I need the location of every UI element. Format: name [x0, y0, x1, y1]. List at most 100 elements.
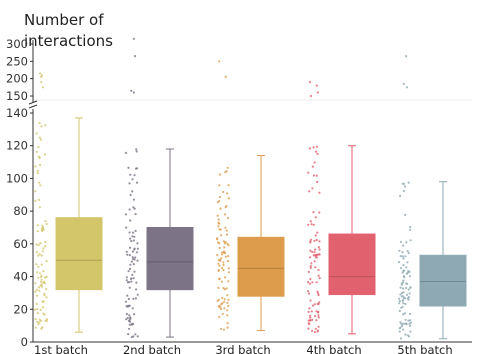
data-point: [406, 271, 409, 274]
data-point: [226, 322, 229, 325]
data-point: [310, 223, 313, 226]
data-point: [134, 333, 137, 336]
data-point: [39, 284, 42, 287]
data-point: [45, 296, 48, 299]
data-point: [318, 277, 321, 280]
data-point: [130, 277, 133, 280]
data-point: [312, 174, 316, 177]
data-point: [217, 241, 220, 244]
data-point: [37, 243, 40, 246]
data-point: [220, 257, 223, 260]
data-point: [226, 326, 229, 329]
data-point: [314, 253, 318, 257]
data-point: [404, 185, 407, 188]
data-point: [316, 292, 320, 295]
data-point: [45, 318, 49, 321]
data-point: [38, 206, 42, 209]
data-point: [38, 198, 41, 201]
data-point: [317, 253, 321, 256]
data-point: [34, 290, 37, 293]
data-point: [129, 237, 132, 240]
data-point: [128, 318, 131, 321]
outlier-point: [218, 60, 221, 63]
data-point: [316, 329, 320, 332]
box-4: [328, 233, 376, 296]
data-point: [216, 201, 219, 204]
data-point: [307, 292, 311, 295]
data-point: [127, 333, 130, 336]
data-point: [226, 259, 230, 263]
data-point: [311, 304, 315, 307]
data-point: [317, 314, 320, 317]
data-point: [132, 239, 135, 242]
data-point: [402, 313, 405, 316]
data-point: [408, 292, 411, 295]
data-point: [401, 299, 404, 302]
data-point: [220, 280, 223, 283]
data-point: [133, 174, 136, 177]
data-point: [40, 263, 43, 266]
data-point: [135, 150, 138, 153]
data-point: [35, 302, 38, 306]
data-point: [318, 301, 321, 304]
data-point: [134, 213, 137, 216]
data-point: [44, 245, 47, 248]
data-point: [126, 253, 129, 256]
data-point: [129, 173, 132, 176]
data-point: [315, 174, 318, 177]
data-point: [226, 217, 229, 220]
data-point: [409, 239, 412, 242]
data-point: [315, 281, 318, 284]
data-point: [318, 211, 321, 214]
data-point: [135, 148, 138, 151]
data-point: [310, 310, 313, 313]
data-point: [318, 191, 321, 194]
data-point: [311, 250, 314, 253]
data-point: [133, 207, 136, 210]
data-point: [401, 251, 404, 254]
data-point: [404, 318, 407, 321]
data-point: [317, 316, 320, 319]
data-point: [130, 260, 133, 263]
data-point: [222, 240, 226, 243]
data-point: [219, 207, 222, 210]
data-point: [37, 265, 40, 268]
data-point: [405, 323, 408, 326]
data-point: [38, 181, 41, 184]
data-point: [408, 275, 411, 278]
data-point: [226, 242, 229, 246]
data-point: [400, 323, 403, 326]
data-point: [398, 300, 401, 303]
data-point: [36, 271, 39, 274]
data-point: [400, 282, 403, 285]
axis-break-mark: [28, 100, 38, 105]
y-tick-label: 140: [6, 106, 28, 120]
data-point: [222, 263, 225, 267]
data-point: [40, 229, 44, 232]
data-point: [398, 330, 401, 333]
data-point: [36, 169, 39, 172]
data-point: [399, 194, 402, 197]
data-point: [222, 287, 225, 290]
data-point: [35, 288, 38, 291]
data-point: [130, 280, 133, 283]
data-point: [402, 291, 405, 294]
data-point: [404, 255, 407, 258]
data-point: [129, 246, 132, 249]
axis-break-mark: [28, 104, 38, 109]
data-point: [399, 286, 402, 289]
data-point: [400, 306, 403, 309]
data-point: [128, 323, 131, 326]
data-point: [307, 281, 310, 284]
y-tick-label: 300: [6, 37, 28, 51]
data-point: [135, 288, 138, 291]
data-point: [222, 251, 225, 254]
data-point: [399, 240, 403, 243]
data-point: [125, 318, 128, 321]
data-point: [136, 293, 139, 296]
data-point: [127, 166, 130, 169]
data-point: [307, 327, 310, 330]
data-point: [134, 256, 137, 259]
data-point: [44, 220, 47, 223]
data-point: [42, 270, 45, 273]
